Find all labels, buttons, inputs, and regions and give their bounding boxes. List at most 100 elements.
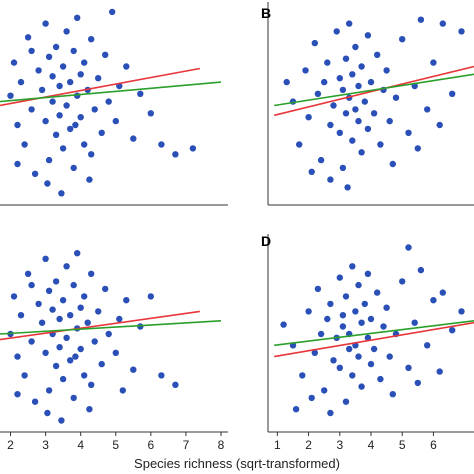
data-point [172,151,179,158]
data-point [324,59,331,66]
data-point [52,362,60,370]
data-point [56,112,63,119]
data-point [324,315,331,323]
data-point [58,417,65,424]
data-point [436,121,443,129]
data-point [67,78,74,86]
data-point [339,164,347,172]
data-point [21,372,28,379]
data-point [63,102,70,109]
data-point [84,319,91,326]
data-point [414,379,421,387]
data-point [352,43,359,51]
panel-d: 1 2 3 4 5 6 [267,234,474,452]
data-point [95,75,102,82]
data-point [424,106,431,113]
data-point [364,334,372,341]
data-point [67,125,74,133]
data-point [81,372,88,379]
data-point [42,20,49,27]
green-fit-line [274,320,474,347]
green-fit-line [274,73,474,107]
data-point [70,394,77,402]
x-tick-label: 3 [336,438,343,452]
data-point [81,293,88,300]
data-point [17,78,25,86]
data-point [417,266,425,274]
data-point [45,287,53,294]
data-point [342,398,350,405]
data-point [355,117,362,125]
data-point [389,160,396,168]
data-point [21,141,28,148]
data-point [364,270,372,277]
data-point [56,315,63,323]
data-point [88,151,95,158]
data-point [58,190,65,197]
data-point [158,372,165,379]
data-point [28,281,35,289]
data-point [321,78,328,86]
data-point [327,176,334,183]
data-point [147,110,154,117]
data-point [17,312,25,319]
data-point [88,381,95,388]
data-point [91,106,98,113]
data-point [44,409,51,417]
data-point [98,360,105,368]
data-point [377,375,384,383]
data-point [42,255,49,262]
data-point [105,98,112,105]
data-point [86,176,93,183]
data-point [364,32,372,39]
data-point [342,55,350,62]
data-point [102,51,109,58]
data-point [45,156,53,164]
data-point [355,82,362,90]
data-point [42,349,49,356]
data-point [414,145,421,152]
data-point [67,357,74,364]
data-point [74,250,81,257]
data-point [280,321,287,328]
data-point [383,67,390,74]
data-point [342,110,350,117]
x-tick-label: 8 [218,438,225,452]
data-point [88,36,95,43]
data-point [24,270,32,277]
data-point [88,270,95,277]
data-point [361,98,368,105]
data-point [405,244,412,251]
data-point [327,300,334,308]
data-point [405,129,412,136]
data-point [38,86,46,94]
data-point [305,308,312,315]
red-fit-line [0,310,201,341]
panel-c: 2 3 4 5 6 7 8 [0,250,228,452]
data-point [327,121,334,129]
data-point [31,398,39,405]
x-tick-label: 1 [274,438,281,452]
data-point [358,319,365,326]
data-point [411,319,418,326]
data-point [77,114,84,121]
data-point [59,375,67,383]
data-point [77,304,84,311]
red-fit-line [274,321,474,358]
x-tick-label: 6 [430,438,437,452]
data-point [116,315,123,323]
data-point [342,293,350,300]
data-point [95,308,102,315]
data-point [436,368,443,375]
data-point [380,323,387,330]
data-point [91,338,98,345]
data-point [98,129,105,136]
data-point [377,141,384,148]
data-point [7,92,14,99]
data-point [63,28,70,35]
data-point [14,353,21,360]
data-point [59,63,67,70]
data-point [70,281,77,289]
data-point [28,47,35,55]
